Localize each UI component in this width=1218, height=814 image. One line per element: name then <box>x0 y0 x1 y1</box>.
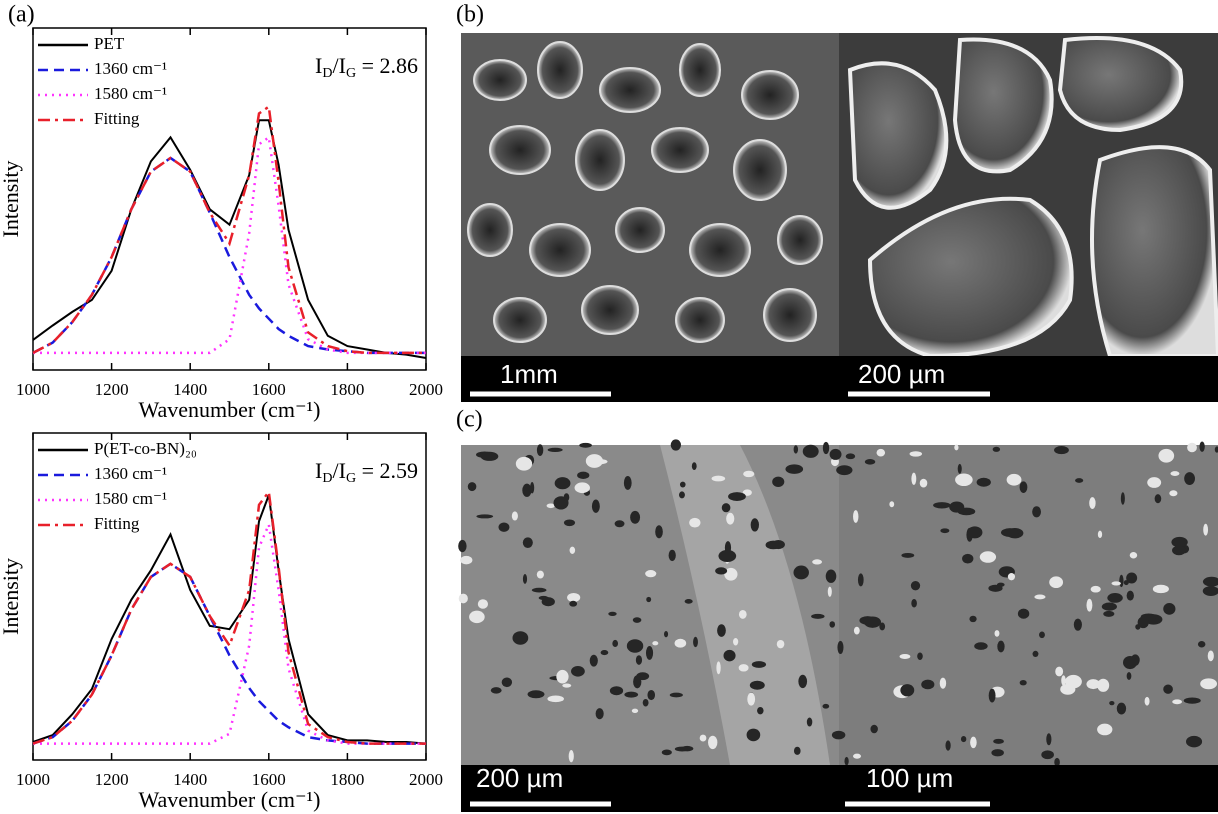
sem-image-c: 200 µm 100 µm <box>458 439 1218 812</box>
x-tick-label: 1800 <box>330 380 364 399</box>
x-tick-label: 1600 <box>252 380 286 399</box>
x-tick-label: 2000 <box>409 770 443 789</box>
x-tick-label: 1200 <box>95 770 129 789</box>
y-axis-label: Intensity <box>0 558 23 635</box>
annotation-part: G <box>346 66 356 81</box>
spectrum-line <box>33 520 426 745</box>
y-axis-label: Intensity <box>0 161 23 238</box>
x-tick-label: 1400 <box>173 380 207 399</box>
annotation-part: I <box>315 53 322 78</box>
scale-bar-label: 200 µm <box>476 763 563 793</box>
annotation-part: G <box>346 471 356 486</box>
scale-bar-label: 1mm <box>500 359 558 389</box>
x-tick-label: 1000 <box>16 380 50 399</box>
x-axis-label: Wavenumber (cm⁻¹) <box>139 787 321 812</box>
annotation-part: D <box>322 66 332 81</box>
scale-bar-label: 200 µm <box>858 359 945 389</box>
x-axis-label: Wavenumber (cm⁻¹) <box>139 397 321 422</box>
x-tick-label: 1600 <box>252 770 286 789</box>
plot-frame <box>32 432 427 761</box>
annotation-part: = 2.59 <box>356 458 418 483</box>
sem-image-b: 1mm 200 µm <box>461 33 1218 402</box>
annotation-part: D <box>322 471 332 486</box>
x-tick-label: 2000 <box>409 380 443 399</box>
spectrum-line <box>32 119 427 359</box>
legend-label: Fitting <box>94 514 140 533</box>
annotation: ID/IG = 2.59 <box>315 458 418 486</box>
annotation-part: = 2.86 <box>356 53 418 78</box>
legend-label: PET <box>94 34 125 53</box>
legend-label: 1580 cm⁻¹ <box>94 489 167 508</box>
panel-label: (a) <box>8 2 35 28</box>
annotation-part: /I <box>333 458 346 483</box>
panel-label: (c) <box>456 407 483 433</box>
x-tick-label: 1800 <box>330 770 364 789</box>
x-tick-label: 1400 <box>173 770 207 789</box>
spectrum-line <box>32 104 426 355</box>
legend-label: 1580 cm⁻¹ <box>94 84 167 103</box>
annotation: ID/IG = 2.86 <box>315 53 418 81</box>
panel-label: (b) <box>456 2 484 28</box>
x-tick-label: 1200 <box>95 380 129 399</box>
spectrum-line <box>32 494 427 745</box>
spectrum-line <box>32 488 426 745</box>
x-tick-label: 1000 <box>16 770 50 789</box>
spectrum-line <box>32 562 426 745</box>
annotation-part: I <box>315 458 322 483</box>
plot-frame <box>32 27 427 371</box>
spectrum-line <box>32 156 426 355</box>
legend-label: Fitting <box>94 109 140 128</box>
legend-label: 1360 cm⁻¹ <box>94 59 167 78</box>
annotation-part: /I <box>333 53 346 78</box>
scale-bar-label: 100 µm <box>866 763 953 793</box>
legend-label: P(ET-co-BN)₂₀ <box>94 439 197 458</box>
legend-label: 1360 cm⁻¹ <box>94 464 167 483</box>
